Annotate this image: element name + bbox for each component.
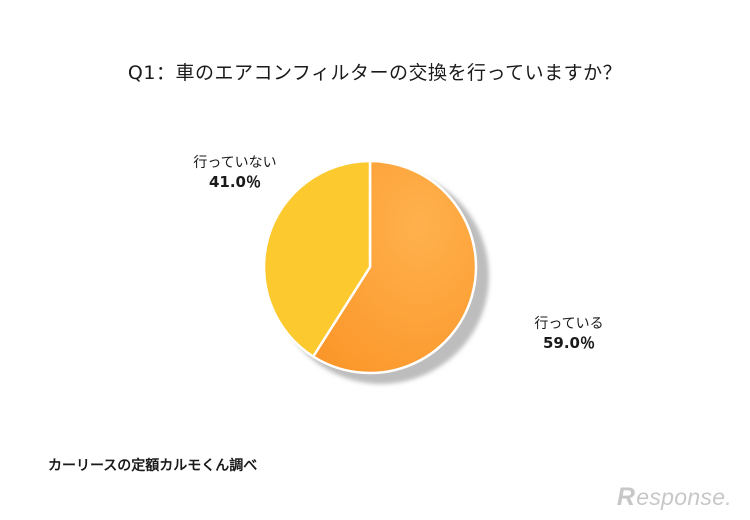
pie-slice-performed — [311, 159, 478, 375]
pie-slice-not-performed — [262, 159, 372, 358]
chart-title: Q1：車のエアコンフィルターの交換を行っていますか？ — [127, 62, 623, 84]
logo-mark: R — [616, 483, 636, 511]
slice-label-not-performed: 行っていない 41.0％ — [180, 155, 290, 191]
logo-text: esponse. — [636, 484, 732, 510]
slice-label-performed: 行っている 59.0％ — [516, 316, 622, 352]
slice-label-value: 59.0％ — [542, 333, 595, 352]
slice-label-name: 行っている — [534, 316, 604, 332]
response-logo: R esponse. — [617, 483, 732, 512]
slice-label-value: 41.0％ — [208, 172, 261, 191]
source-note: カーリースの定額カルモくん調べ — [48, 458, 258, 474]
slice-label-name: 行っていない — [193, 155, 277, 171]
